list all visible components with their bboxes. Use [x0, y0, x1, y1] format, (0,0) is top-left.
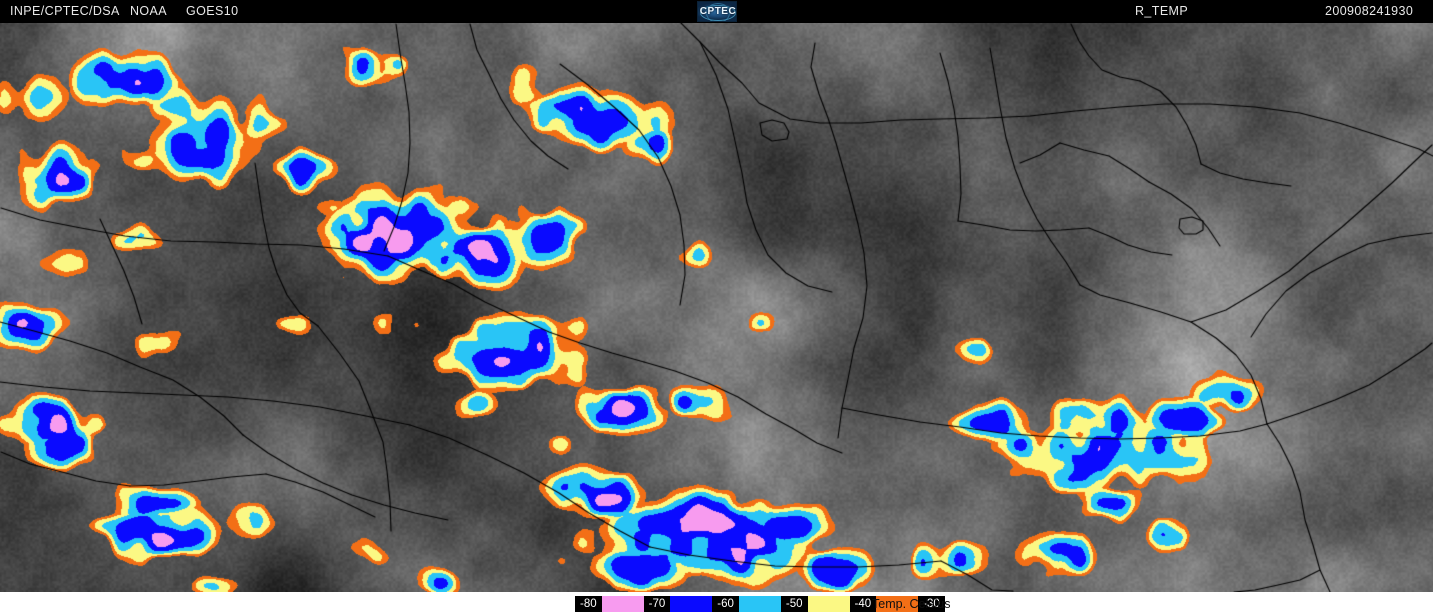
legend-tick-4: -40 [849, 596, 877, 612]
header-timestamp-label: 200908241930 [1325, 4, 1414, 18]
legend-tick-5: -30 [918, 596, 945, 612]
logo-text: CPTEC [699, 6, 737, 17]
header-bar: INPE/CPTEC/DSA NOAA GOES10 CPTEC R_TEMP … [0, 0, 1433, 23]
legend-swatch-orange [876, 596, 919, 612]
legend-swatch-cyan [738, 596, 781, 612]
legend-units-label: Temp. Celsius [872, 597, 951, 611]
header-agency-label: NOAA [130, 4, 168, 18]
logo-ring-inner [706, 3, 730, 21]
header-institute-label: INPE/CPTEC/DSA [10, 4, 120, 18]
header-product-label: R_TEMP [1135, 4, 1189, 18]
legend-swatch-blue [670, 596, 713, 612]
temperature-color-legend: -80 -70 -60 -50 -40 -30 [575, 596, 945, 612]
legend-strip: -80 -70 -60 -50 -40 -30 Temp. Celsius [0, 592, 1433, 614]
legend-tick-2: -60 [712, 596, 739, 612]
legend-tick-3: -50 [780, 596, 808, 612]
legend-swatch-pink [601, 596, 644, 612]
legend-tick-0: -80 [575, 596, 602, 612]
legend-tick-1: -70 [643, 596, 671, 612]
header-satellite-label: GOES10 [186, 4, 239, 18]
cptec-logo-icon: CPTEC [697, 1, 737, 22]
satellite-image-canvas [0, 23, 1433, 592]
satellite-imagery-panel [0, 23, 1433, 592]
legend-swatch-yellow [807, 596, 850, 612]
